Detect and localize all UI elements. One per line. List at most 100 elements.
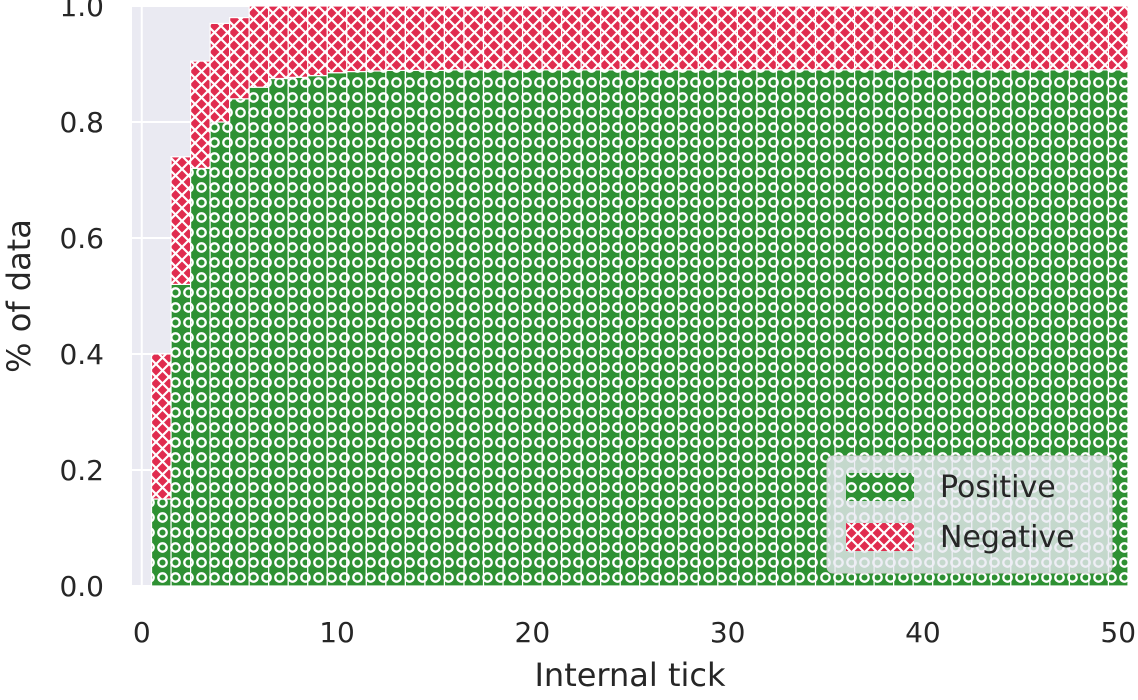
x-tick-label: 30 [710, 616, 746, 649]
x-tick-label: 40 [905, 616, 941, 649]
bar-hatch-positive-10 [326, 72, 348, 587]
x-tick-labels: 0 10 20 30 40 50 [133, 616, 1136, 649]
bar-hatch-negative-35 [814, 5, 836, 71]
bar-hatch-positive-24 [600, 69, 621, 587]
x-axis-label: Internal tick [534, 656, 726, 694]
bar-hatch-negative-1 [150, 353, 172, 500]
bar-hatch-negative-2 [170, 156, 192, 286]
bar-hatch-negative-28 [678, 5, 699, 71]
bar-hatch-negative-9 [307, 5, 328, 77]
bar-hatch-negative-40 [912, 5, 934, 71]
bar-hatch-negative-41 [932, 5, 953, 71]
bar-hatch-negative-29 [697, 5, 719, 71]
bar-hatch-negative-8 [287, 5, 309, 78]
bar-hatch-positive-8 [287, 76, 309, 587]
bar-hatch-positive-4 [209, 121, 231, 587]
bar-hatch-positive-18 [482, 69, 504, 587]
y-tick-label: 0.6 [59, 222, 104, 255]
bar-hatch-positive-21 [541, 69, 563, 587]
bar-hatch-positive-20 [521, 69, 543, 587]
bar-hatch-negative-33 [775, 5, 797, 71]
x-tick-label: 0 [133, 616, 151, 649]
bar-hatch-negative-17 [463, 5, 485, 71]
bar-hatch-positive-22 [561, 69, 582, 587]
bar-hatch-negative-27 [658, 5, 680, 71]
legend-hatch-positive [846, 473, 914, 501]
bar-hatch-negative-16 [443, 5, 465, 71]
bar-hatch-negative-5 [229, 17, 250, 100]
bar-hatch-negative-3 [189, 60, 211, 170]
bar-hatch-positive-25 [619, 69, 641, 587]
bar-hatch-negative-22 [561, 5, 582, 71]
bar-hatch-positive-2 [170, 283, 192, 587]
bar-hatch-positive-29 [697, 69, 719, 587]
x-tick-label: 50 [1100, 616, 1136, 649]
bar-hatch-positive-1 [150, 498, 172, 587]
bar-hatch-negative-49 [1088, 5, 1110, 71]
bar-hatch-negative-48 [1068, 5, 1090, 71]
bar-hatch-negative-36 [834, 5, 856, 71]
y-tick-labels: 0.0 0.2 0.4 0.6 0.8 1.0 [59, 0, 104, 603]
bars [150, 5, 1129, 587]
x-tick-label: 10 [319, 616, 355, 649]
y-tick-label: 0.4 [59, 338, 104, 371]
legend-hatch-negative [846, 523, 914, 551]
bar-hatch-negative-24 [600, 5, 621, 71]
bar-hatch-negative-13 [385, 5, 407, 71]
bar-hatch-negative-12 [365, 5, 387, 72]
y-tick-label: 1.0 [59, 0, 104, 23]
bar-hatch-positive-19 [502, 69, 524, 587]
bar-hatch-positive-32 [756, 69, 778, 587]
legend-label-negative: Negative [940, 520, 1075, 555]
bar-hatch-negative-46 [1029, 5, 1051, 71]
bar-hatch-positive-30 [717, 69, 739, 587]
bar-hatch-positive-13 [385, 69, 407, 587]
y-axis-label: % of data [0, 219, 38, 373]
bar-hatch-positive-15 [424, 69, 446, 587]
bar-hatch-negative-25 [619, 5, 641, 71]
bar-hatch-negative-7 [268, 5, 289, 80]
bar-hatch-negative-20 [521, 5, 543, 71]
bar-hatch-positive-28 [678, 69, 699, 587]
bar-hatch-negative-43 [971, 5, 992, 71]
bar-hatch-negative-11 [346, 5, 367, 73]
bar-hatch-negative-6 [248, 5, 270, 88]
bar-hatch-positive-33 [775, 69, 797, 587]
bar-hatch-negative-32 [756, 5, 778, 71]
bar-hatch-positive-6 [248, 86, 270, 587]
bar-hatch-negative-45 [1010, 5, 1031, 71]
bar-hatch-negative-50 [1107, 5, 1129, 71]
bar-hatch-negative-34 [795, 5, 817, 71]
y-tick-label: 0.8 [59, 106, 104, 139]
bar-hatch-negative-39 [893, 5, 914, 71]
bar-hatch-negative-19 [502, 5, 524, 71]
bar-hatch-negative-42 [951, 5, 973, 71]
bar-hatch-negative-15 [424, 5, 446, 71]
legend-label-positive: Positive [940, 470, 1056, 505]
bar-hatch-positive-27 [658, 69, 680, 587]
bar-hatch-positive-12 [365, 70, 387, 587]
bar-hatch-positive-16 [443, 69, 465, 587]
bar-hatch-positive-7 [268, 77, 289, 587]
bar-hatch-positive-34 [795, 69, 817, 587]
bar-hatch-positive-5 [229, 98, 250, 587]
bar-hatch-negative-37 [853, 5, 875, 71]
bar-hatch-negative-23 [580, 5, 602, 71]
bar-hatch-negative-47 [1049, 5, 1071, 71]
bar-hatch-negative-10 [326, 5, 348, 74]
bar-hatch-positive-17 [463, 69, 485, 587]
bar-hatch-negative-30 [717, 5, 739, 71]
bar-hatch-negative-26 [639, 5, 660, 71]
y-tick-label: 0.0 [59, 570, 104, 603]
bar-hatch-positive-26 [639, 69, 660, 587]
bar-hatch-negative-38 [873, 5, 895, 71]
legend: Positive Negative [826, 455, 1113, 574]
bar-hatch-positive-3 [189, 167, 211, 587]
bar-hatch-negative-21 [541, 5, 563, 71]
bar-hatch-negative-14 [404, 5, 426, 71]
x-tick-label: 20 [515, 616, 551, 649]
bar-hatch-negative-44 [990, 5, 1012, 71]
bar-hatch-positive-14 [404, 69, 426, 587]
bar-hatch-negative-18 [482, 5, 504, 71]
